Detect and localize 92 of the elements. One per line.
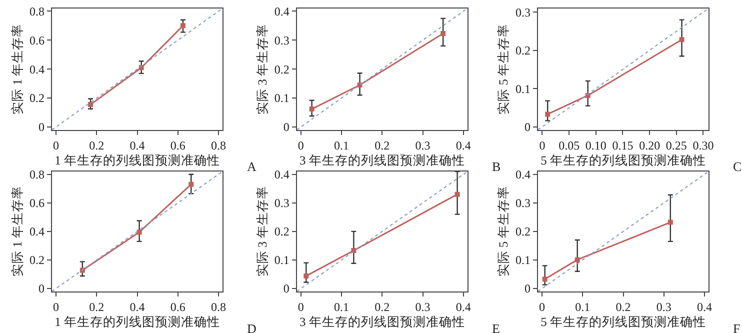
x-tick-label: 0.6: [170, 138, 186, 152]
x-tick-label: 0: [539, 138, 546, 152]
point: [304, 273, 309, 278]
point: [180, 23, 186, 28]
y-tick-label: 0.3: [274, 196, 290, 210]
x-tick-label: 0.25: [666, 138, 687, 152]
text: D: [247, 321, 256, 333]
point: [454, 192, 460, 197]
x-axis-title: 5 年生存的列线图预测准确性: [540, 315, 706, 330]
y-tick-label: 0.4: [274, 4, 290, 18]
x-tick-label: 0.1: [575, 300, 590, 314]
y-tick-label: 0.4: [274, 168, 290, 182]
x-tick-label: 0.4: [456, 300, 471, 314]
point: [136, 230, 142, 235]
x-axis-title: 1 年生存的列线图预测准确性: [54, 154, 220, 168]
y-tick-label: 0.2: [516, 224, 531, 239]
y-tick-label: 0.4: [30, 224, 45, 239]
text: E: [492, 321, 500, 333]
y-tick-label: 0.1: [516, 82, 531, 96]
text: F: [733, 321, 740, 333]
y-tick-label: 0.2: [30, 91, 45, 106]
x-tick-label: 0: [53, 138, 59, 152]
point: [440, 31, 446, 36]
point: [679, 37, 684, 42]
y-tick-label: 0.2: [274, 62, 290, 76]
point: [668, 220, 673, 225]
x-axis-title: 3 年生存的列线图预测准确性: [299, 154, 465, 168]
x-axis-title: 1 年生存的列线图预测准确性: [54, 315, 220, 330]
text: B: [492, 159, 501, 174]
x-tick-label: 0.4: [130, 138, 145, 152]
x-tick-label: 0.6: [170, 300, 186, 314]
y-tick-label: 0.3: [274, 33, 290, 48]
y-tick-label: 0: [283, 120, 290, 134]
x-tick-label: 0.30: [692, 138, 714, 152]
x-tick-label: 0: [298, 300, 304, 314]
x-tick-label: 0.2: [616, 300, 631, 314]
x-tick-label: 0.4: [456, 138, 471, 152]
x-tick-label: 0: [53, 300, 59, 314]
x-tick-label: 0.15: [612, 138, 634, 152]
y-tick-label: 0.2: [274, 224, 290, 239]
point: [542, 276, 548, 282]
x-tick-label: 0.2: [374, 300, 390, 314]
y-tick-label: 0: [38, 120, 45, 134]
x-tick-label: 0.2: [89, 300, 104, 314]
y-tick-label: 0: [283, 282, 290, 296]
y-tick-label: 0.3: [516, 196, 531, 210]
y-tick-label: 0.2: [516, 44, 531, 58]
x-tick-label: 0.10: [585, 138, 606, 152]
y-tick-label: 0.1: [274, 91, 290, 106]
point: [88, 102, 94, 108]
point: [574, 257, 580, 262]
point: [188, 182, 194, 187]
x-tick-label: 0.1: [334, 138, 349, 152]
y-tick-label: 0.6: [30, 196, 45, 210]
y-tick-label: 0.1: [516, 253, 531, 268]
point: [309, 106, 314, 112]
y-tick-label: 0: [524, 120, 531, 134]
y-tick-label: 0.6: [30, 33, 45, 48]
y-tick-label: 0.4: [516, 168, 531, 182]
text: C: [733, 159, 742, 174]
x-tick-label: 0.8: [211, 300, 226, 314]
x-tick-label: 0: [298, 138, 304, 152]
x-tick-label: 0.8: [211, 138, 226, 152]
y-axis-title: 实际 5 年生存率: [496, 24, 511, 114]
y-axis-title: 实际 3 年生存率: [254, 24, 270, 114]
x-tick-label: 0: [539, 300, 546, 314]
x-tick-label: 0.3: [415, 138, 430, 152]
x-axis-title: 3 年生存的列线图预测准确性: [299, 315, 465, 330]
y-tick-label: 0.4: [30, 62, 45, 76]
y-tick-label: 0.8: [30, 4, 45, 18]
y-axis-title: 实际 1 年生存率: [10, 186, 25, 277]
y-tick-label: 0: [38, 282, 45, 296]
x-tick-label: 0.3: [656, 300, 672, 314]
text: A: [247, 159, 257, 174]
y-tick-label: 0.8: [30, 168, 45, 182]
x-tick-label: 0.3: [415, 300, 430, 314]
x-tick-label: 0.4: [130, 300, 145, 314]
x-tick-label: 0.20: [639, 138, 660, 152]
y-axis-title: 实际 5 年生存率: [496, 186, 511, 277]
point: [545, 112, 550, 117]
y-tick-label: 0.1: [274, 253, 290, 268]
x-axis-title: 5 年生存的列线图预测准确性: [540, 154, 706, 168]
x-tick-label: 0.4: [697, 300, 712, 314]
y-axis-title: 实际 3 年生存率: [254, 186, 270, 277]
y-axis-title: 实际 1 年生存率: [10, 24, 25, 114]
x-tick-label: 0.2: [89, 138, 104, 152]
x-tick-label: 0.2: [374, 138, 390, 152]
y-tick-label: 0.2: [30, 253, 45, 268]
y-tick-label: 0.3: [516, 5, 531, 20]
x-tick-label: 0.05: [558, 138, 580, 152]
y-tick-label: 0: [524, 282, 531, 296]
x-tick-label: 0.1: [334, 300, 349, 314]
